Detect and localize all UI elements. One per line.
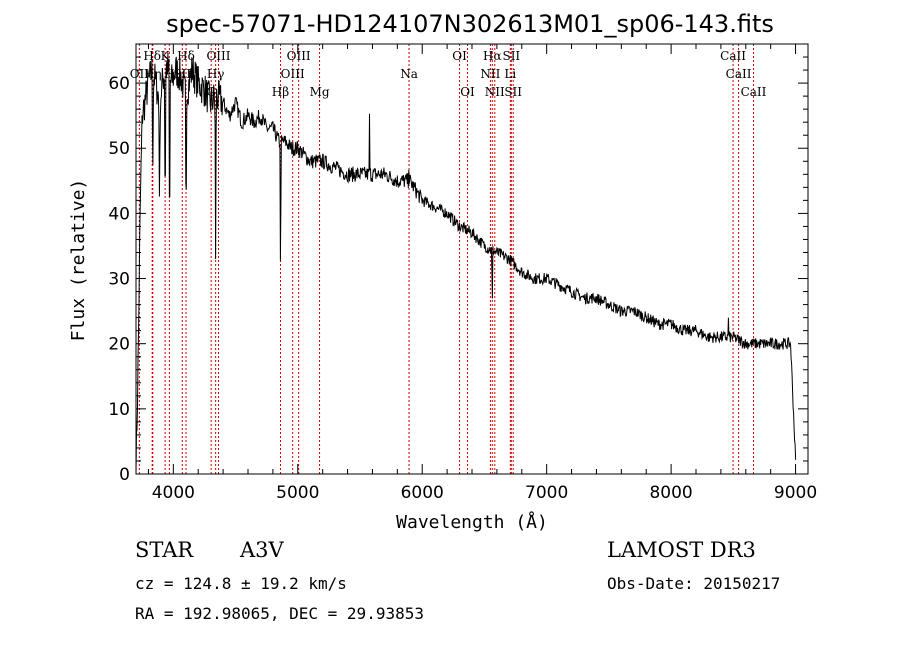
spectral-line-label: OIII [206, 49, 230, 63]
spectral-line-label: Mg [310, 85, 330, 99]
spectral-line-label: H [164, 67, 174, 81]
spectral-line-label: Hγ [207, 67, 225, 81]
y-tick-label: 50 [108, 139, 130, 159]
spectral-line-label: SII [502, 49, 520, 63]
spectral-line-label: OIII [281, 67, 305, 81]
spectral-line-label: G [206, 85, 216, 99]
x-tick-label: 7000 [525, 483, 568, 503]
coordinates-text: RA = 192.98065, DEC = 29.93853 [135, 604, 424, 623]
spectral-line-label: Hη [144, 67, 162, 81]
y-tick-label: 10 [108, 400, 130, 420]
spectral-line-label: NII [485, 85, 505, 99]
y-tick-label: 20 [108, 335, 130, 355]
spectral-line-label: Hδ [143, 49, 161, 63]
y-tick-label: 60 [108, 74, 130, 94]
spectral-line-label: OI [452, 49, 467, 63]
spectral-line-label: OIII [287, 49, 311, 63]
spectral-line-label: Hα [483, 49, 502, 63]
spectral-line-label: Hδ [177, 49, 195, 63]
y-axis: 0 10 20 30 40 50 60 [108, 56, 808, 485]
class-label: STAR [135, 538, 194, 562]
spectral-line-label: Hβ [272, 85, 289, 99]
y-tick-label: 30 [108, 270, 130, 290]
subclass-label: A3V [240, 538, 284, 562]
y-axis-label: Flux (relative) [68, 179, 89, 342]
survey-label: LAMOST DR3 [607, 538, 756, 562]
y-tick-label: 40 [108, 204, 130, 224]
y-tick-label: 0 [119, 465, 130, 485]
obs-date-text: Obs-Date: 20150217 [607, 574, 781, 593]
x-tick-label: 4000 [152, 483, 195, 503]
spectral-line-label: SII [173, 67, 191, 81]
x-axis-label: Wavelength (Å) [396, 511, 548, 533]
spectrum-series [135, 52, 797, 475]
spectral-line-label: OI [460, 85, 475, 99]
x-tick-label: 9000 [774, 483, 817, 503]
x-axis: 4000 5000 6000 7000 8000 9000 [147, 44, 817, 503]
chart-title: spec-57071-HD124107N302613M01_sp06-143.f… [166, 10, 774, 38]
x-tick-label: 8000 [649, 483, 692, 503]
spectral-line-label: CaII [741, 85, 767, 99]
redshift-text: cz = 124.8 ± 19.2 km/s [135, 574, 347, 593]
plot-frame [135, 43, 809, 475]
x-tick-label: 5000 [276, 483, 319, 503]
spectral-line-label: Li [504, 67, 516, 81]
spectral-line-label: K [161, 49, 171, 63]
spectrum-line [135, 52, 797, 475]
spectral-line-label: Na [400, 67, 418, 81]
spectral-line-markers [138, 44, 754, 474]
spectral-line-label: CaII [720, 49, 746, 63]
spectral-line-label: OII [130, 67, 150, 81]
spectral-line-label: NII [480, 67, 500, 81]
x-tick-label: 6000 [401, 483, 444, 503]
spectral-line-label: SII [504, 85, 522, 99]
spectral-line-label: CaII [726, 67, 752, 81]
